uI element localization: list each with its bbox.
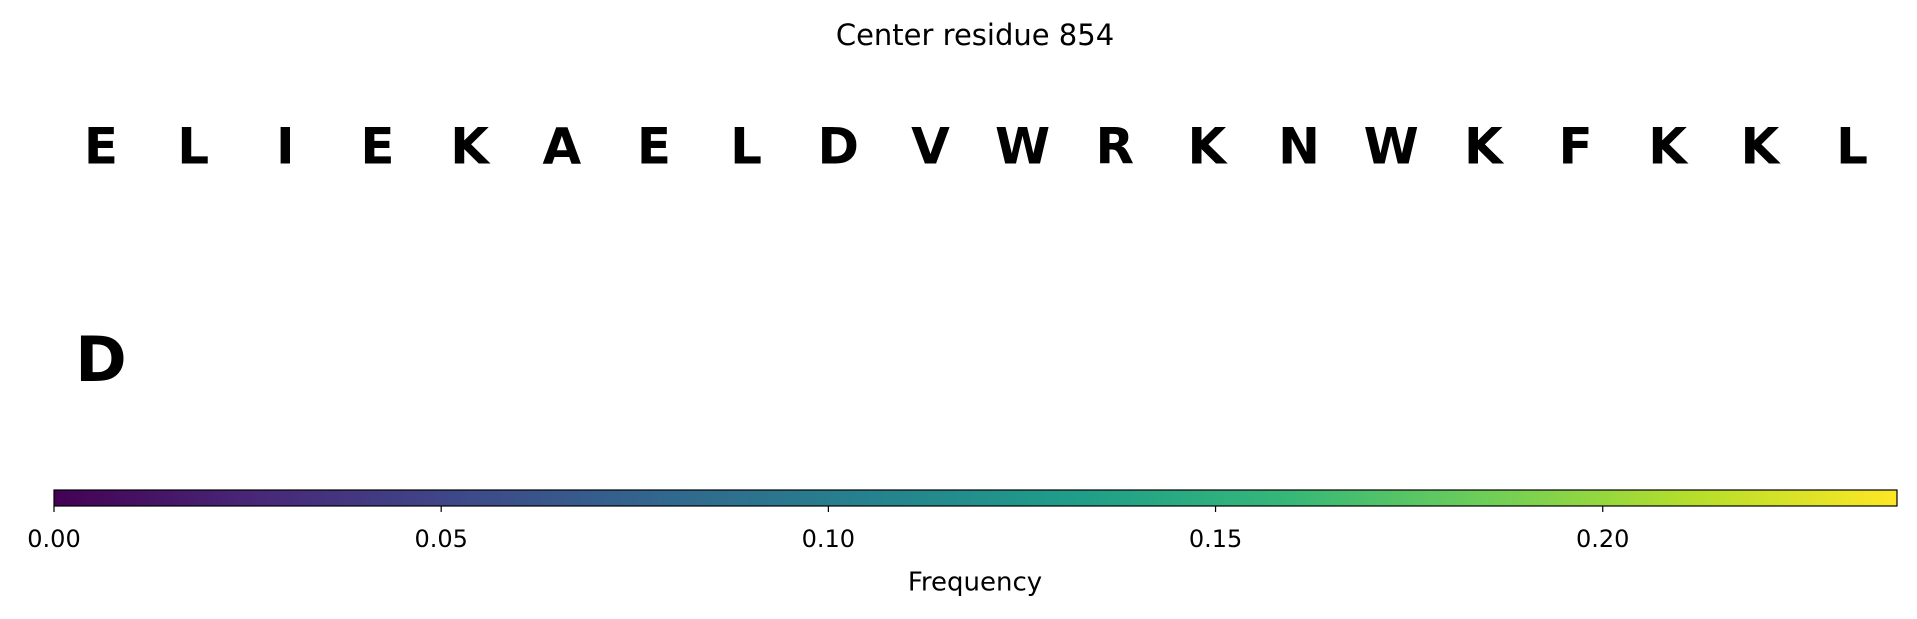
residue-letter: K — [1648, 118, 1689, 176]
residue-letter: N — [1278, 118, 1320, 176]
residue-letter: E — [360, 118, 394, 176]
residue-letter: I — [276, 118, 295, 176]
colorbar-tick-label: 0.05 — [414, 525, 467, 553]
colorbar-tick-label: 0.15 — [1189, 525, 1242, 553]
colorbar-label: Frequency — [908, 568, 1042, 598]
residue-letter: L — [730, 118, 762, 176]
colorbar-tick-label: 0.00 — [27, 525, 80, 553]
residue-letter: K — [1188, 118, 1229, 176]
residue-letter: L — [1836, 118, 1868, 176]
residue-letter: E — [84, 118, 118, 176]
center-residue: D — [75, 323, 126, 396]
residue-letter: R — [1095, 118, 1134, 176]
residue-letter: K — [1740, 118, 1781, 176]
residue-letter: F — [1558, 118, 1592, 176]
colorbar-tick-label: 0.10 — [802, 525, 855, 553]
colorbar-tick-label: 0.20 — [1576, 525, 1629, 553]
residue-letter: L — [177, 118, 209, 176]
residue-letter: A — [542, 118, 581, 176]
residue-letter: V — [911, 118, 950, 176]
residue-letter: D — [818, 118, 860, 176]
residue-letter: K — [1464, 118, 1505, 176]
residue-letter: W — [1364, 118, 1419, 176]
chart-title: Center residue 854 — [836, 18, 1114, 52]
colorbar — [53, 489, 1898, 507]
residue-letter: K — [450, 118, 491, 176]
residue-letter: E — [637, 118, 671, 176]
residue-letter: W — [995, 118, 1050, 176]
